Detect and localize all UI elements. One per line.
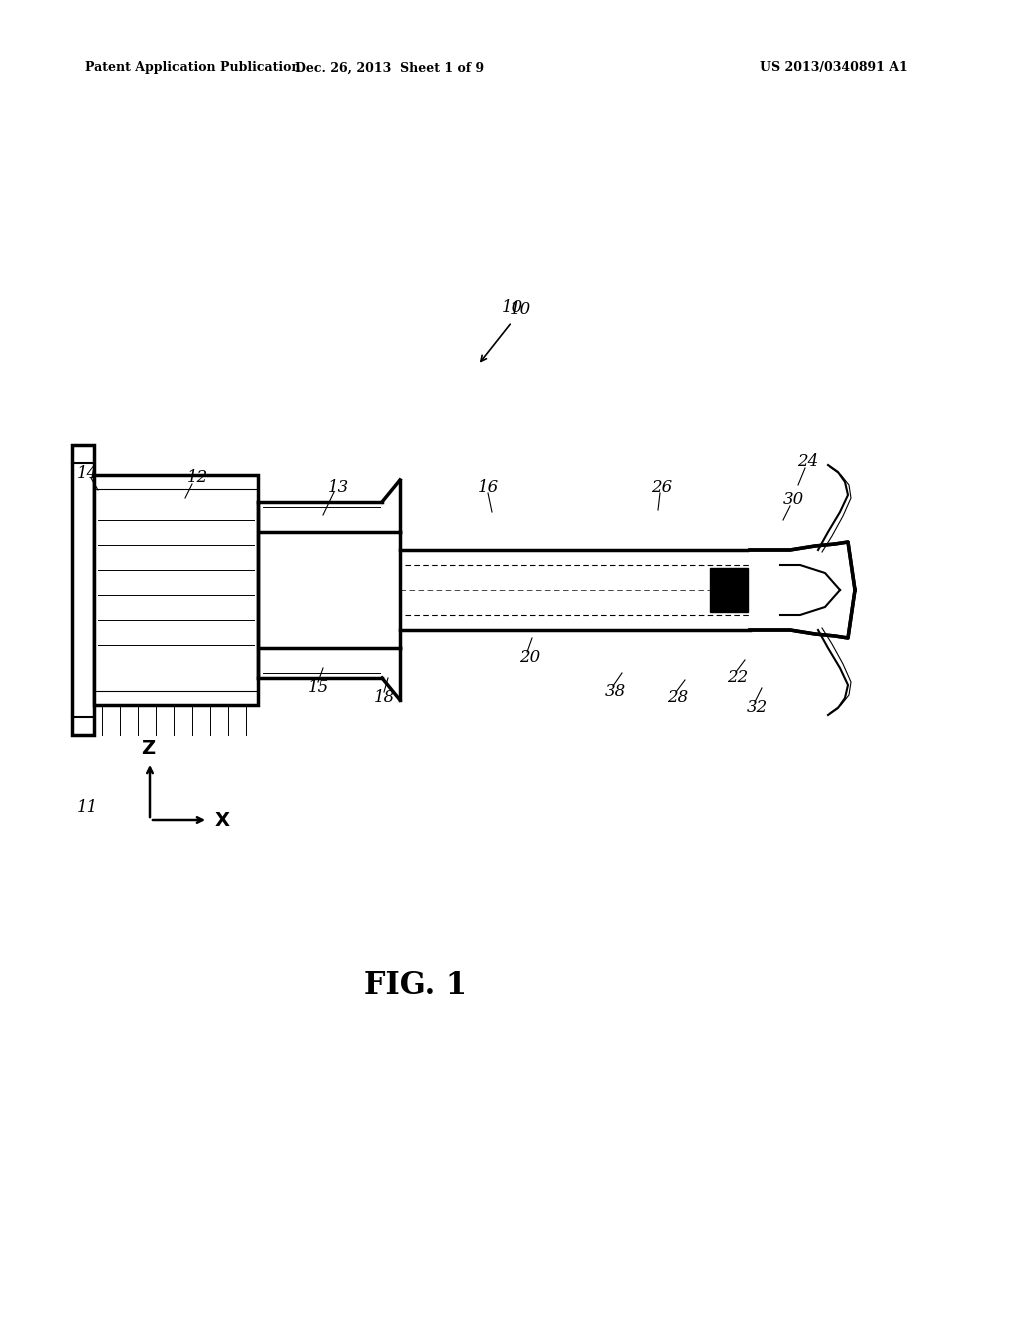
Bar	[72, 445, 94, 735]
Text: 10: 10	[502, 300, 522, 317]
Text: 20: 20	[519, 649, 541, 667]
Text: 16: 16	[477, 479, 499, 495]
Text: 32: 32	[746, 700, 768, 717]
Polygon shape	[750, 543, 855, 638]
Text: 24: 24	[798, 454, 818, 470]
Text: 10: 10	[510, 301, 531, 318]
Text: US 2013/0340891 A1: US 2013/0340891 A1	[760, 62, 907, 74]
Text: 12: 12	[186, 470, 208, 487]
Text: Z: Z	[141, 738, 155, 758]
Text: X: X	[214, 810, 229, 829]
Text: 26: 26	[651, 479, 673, 495]
Text: 11: 11	[77, 800, 97, 817]
Text: 28: 28	[668, 689, 688, 706]
Text: Dec. 26, 2013  Sheet 1 of 9: Dec. 26, 2013 Sheet 1 of 9	[296, 62, 484, 74]
Text: 18: 18	[374, 689, 394, 706]
Text: FIG. 1: FIG. 1	[364, 969, 467, 1001]
Text: Patent Application Publication: Patent Application Publication	[85, 62, 300, 74]
Text: 14: 14	[77, 465, 97, 482]
Text: 22: 22	[727, 669, 749, 686]
Text: 13: 13	[328, 479, 348, 495]
Text: 38: 38	[604, 684, 626, 701]
Text: 15: 15	[307, 680, 329, 697]
Bar	[400, 550, 750, 630]
Text: 30: 30	[782, 491, 804, 508]
Bar	[710, 568, 748, 612]
Bar	[94, 475, 258, 705]
